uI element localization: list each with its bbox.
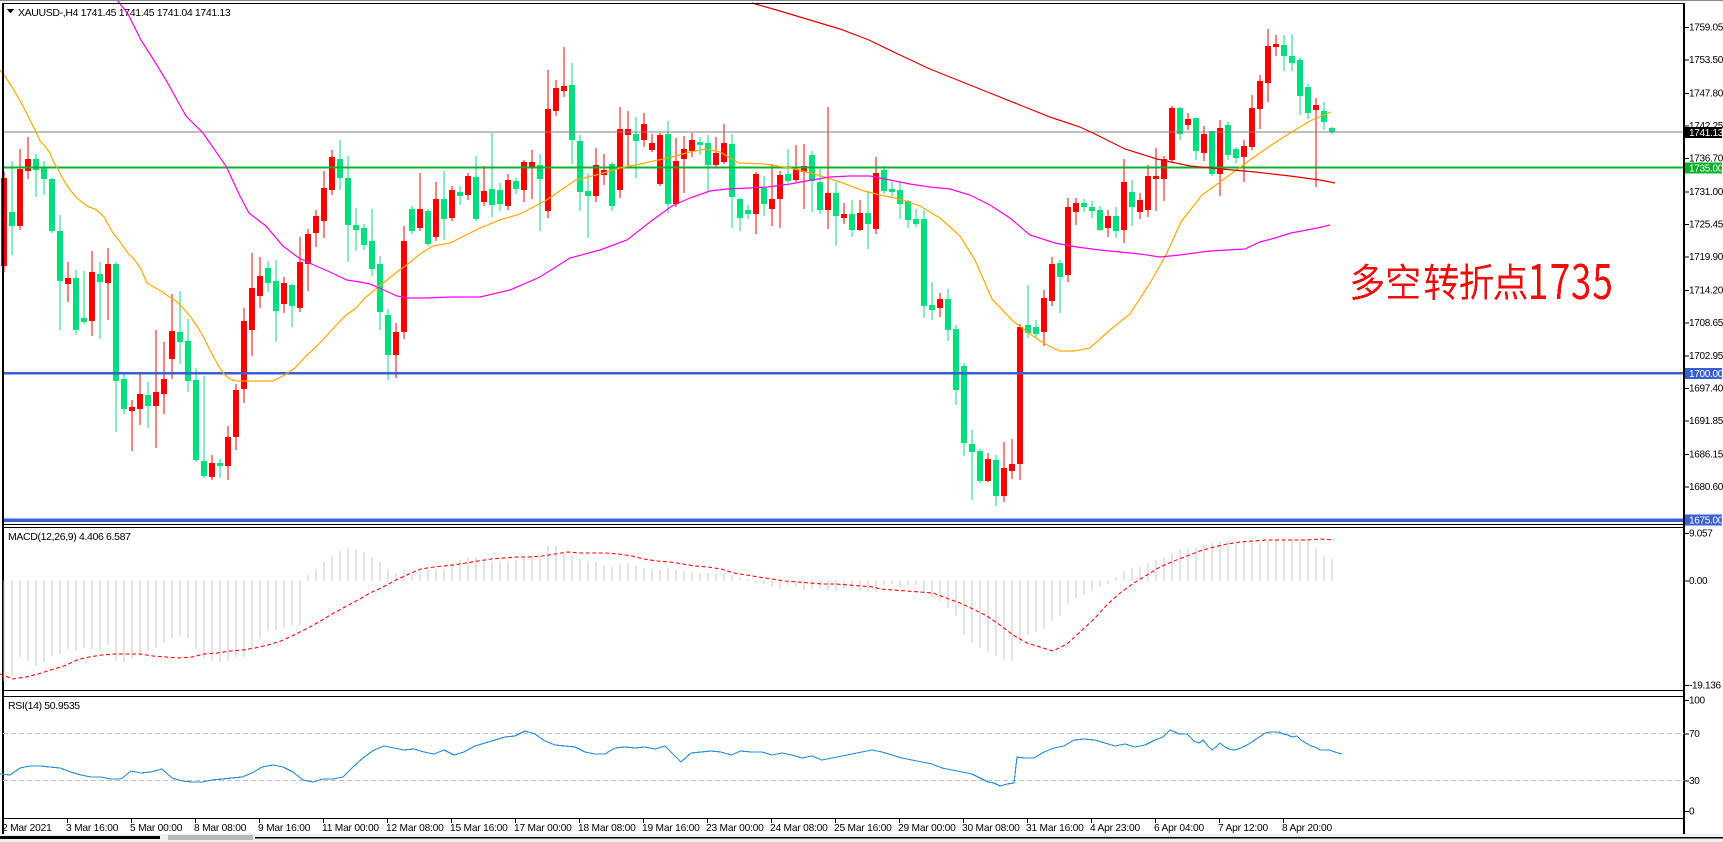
svg-text:1708.65: 1708.65 bbox=[1689, 318, 1723, 329]
svg-text:1736.70: 1736.70 bbox=[1689, 154, 1723, 165]
svg-text:2 Mar 2021: 2 Mar 2021 bbox=[2, 823, 52, 834]
svg-text:1753.50: 1753.50 bbox=[1689, 55, 1723, 66]
svg-text:18 Mar 08:00: 18 Mar 08:00 bbox=[578, 823, 636, 834]
svg-text:3 Mar 16:00: 3 Mar 16:00 bbox=[66, 823, 119, 834]
svg-text:1731.00: 1731.00 bbox=[1689, 187, 1723, 198]
svg-text:1675.00: 1675.00 bbox=[1689, 516, 1723, 527]
svg-text:8 Mar 08:00: 8 Mar 08:00 bbox=[194, 823, 247, 834]
svg-text:12 Mar 08:00: 12 Mar 08:00 bbox=[386, 823, 444, 834]
svg-text:9 Mar 16:00: 9 Mar 16:00 bbox=[258, 823, 311, 834]
svg-text:19 Mar 16:00: 19 Mar 16:00 bbox=[642, 823, 700, 834]
svg-text:1747.80: 1747.80 bbox=[1689, 89, 1723, 100]
svg-text:29 Mar 00:00: 29 Mar 00:00 bbox=[898, 823, 956, 834]
svg-text:XAUUSD-,H4 1741.45 1741.45 17: XAUUSD-,H4 1741.45 1741.45 1741.04 1741.… bbox=[18, 7, 231, 19]
svg-text:11 Mar 00:00: 11 Mar 00:00 bbox=[322, 823, 379, 834]
svg-text:0: 0 bbox=[1689, 807, 1695, 818]
svg-text:8 Apr 20:00: 8 Apr 20:00 bbox=[1282, 823, 1332, 834]
svg-text:15 Mar 16:00: 15 Mar 16:00 bbox=[450, 823, 508, 834]
svg-text:1714.20: 1714.20 bbox=[1689, 285, 1723, 296]
svg-text:1735.00: 1735.00 bbox=[1689, 164, 1723, 175]
svg-text:MACD(12,26,9) 4.406 6.587: MACD(12,26,9) 4.406 6.587 bbox=[8, 531, 131, 543]
svg-text:0.00: 0.00 bbox=[1689, 576, 1708, 587]
svg-text:100: 100 bbox=[1689, 696, 1706, 707]
svg-text:6 Apr 04:00: 6 Apr 04:00 bbox=[1154, 823, 1204, 834]
svg-text:30: 30 bbox=[1689, 776, 1700, 787]
svg-text:17 Mar 00:00: 17 Mar 00:00 bbox=[514, 823, 572, 834]
svg-text:5 Mar 00:00: 5 Mar 00:00 bbox=[130, 823, 183, 834]
svg-text:30 Mar 08:00: 30 Mar 08:00 bbox=[962, 823, 1020, 834]
svg-text:1691.85: 1691.85 bbox=[1689, 416, 1723, 427]
svg-text:25 Mar 16:00: 25 Mar 16:00 bbox=[834, 823, 892, 834]
svg-text:7 Apr 12:00: 7 Apr 12:00 bbox=[1218, 823, 1268, 834]
svg-text:23 Mar 00:00: 23 Mar 00:00 bbox=[706, 823, 764, 834]
svg-text:1725.45: 1725.45 bbox=[1689, 219, 1723, 230]
svg-text:24 Mar 08:00: 24 Mar 08:00 bbox=[770, 823, 828, 834]
svg-text:1741.13: 1741.13 bbox=[1689, 128, 1723, 139]
svg-text:70: 70 bbox=[1689, 729, 1700, 740]
svg-text:RSI(14) 50.9535: RSI(14) 50.9535 bbox=[8, 700, 80, 712]
svg-text:1759.05: 1759.05 bbox=[1689, 23, 1723, 34]
svg-text:1700.00: 1700.00 bbox=[1689, 369, 1723, 380]
svg-text:1697.40: 1697.40 bbox=[1689, 384, 1723, 395]
svg-text:1702.95: 1702.95 bbox=[1689, 351, 1723, 362]
svg-text:31 Mar 16:00: 31 Mar 16:00 bbox=[1026, 823, 1084, 834]
svg-text:1686.15: 1686.15 bbox=[1689, 450, 1723, 461]
svg-text:1680.60: 1680.60 bbox=[1689, 482, 1723, 493]
svg-text:1742.25: 1742.25 bbox=[1689, 121, 1723, 132]
svg-text:1719.90: 1719.90 bbox=[1689, 252, 1723, 263]
svg-text:4 Apr 23:00: 4 Apr 23:00 bbox=[1090, 823, 1140, 834]
svg-text:9.057: 9.057 bbox=[1689, 529, 1713, 540]
svg-text:-19.136: -19.136 bbox=[1689, 681, 1722, 692]
